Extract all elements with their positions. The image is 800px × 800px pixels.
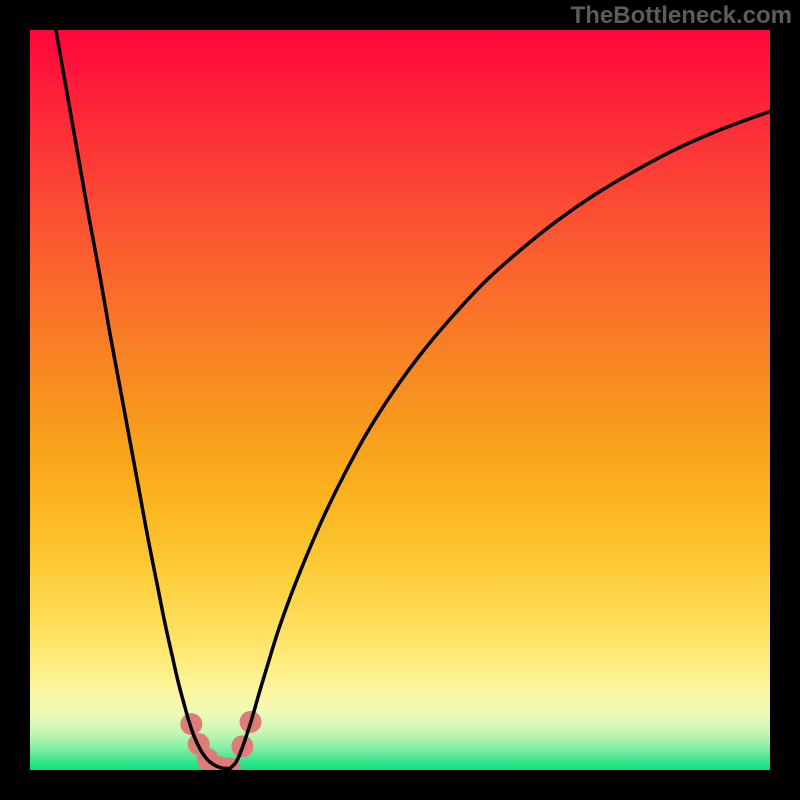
left-curve xyxy=(56,30,230,769)
right-curve xyxy=(230,111,770,768)
plot-area xyxy=(30,30,770,770)
chart-svg xyxy=(30,30,770,770)
chart-frame: TheBottleneck.com xyxy=(0,0,800,800)
attribution-label: TheBottleneck.com xyxy=(571,2,792,30)
